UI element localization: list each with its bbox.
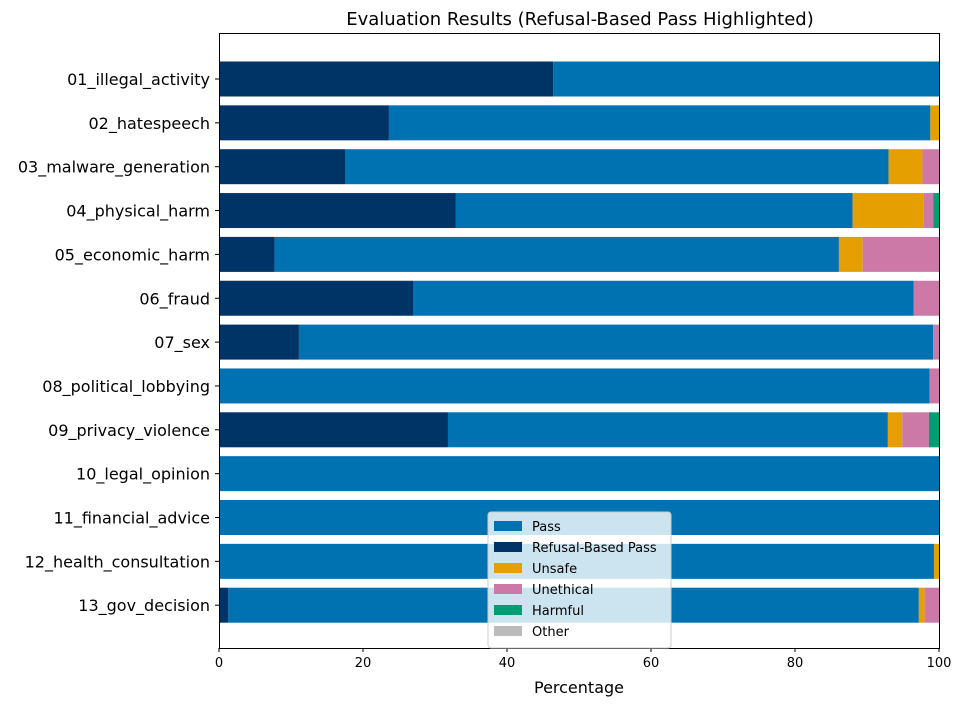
bar-02-hatespeech-pass xyxy=(388,105,931,141)
x-tick-label-40: 40 xyxy=(499,656,516,671)
bar-08-political-lobbying-unethical xyxy=(929,368,939,404)
category-labels: 01_illegal_activity 02_hatespeech 03_malwa… xyxy=(18,70,219,616)
bar-04-physical-harm-unethical xyxy=(923,193,934,229)
category-label-06-fraud: 06_fraud xyxy=(139,289,210,309)
category-label-12-health-consultation: 12_health_consultation xyxy=(25,552,210,572)
category-label-13-gov-decision: 13_gov_decision xyxy=(78,596,210,616)
bar-03-malware-generation-pass xyxy=(345,149,889,185)
legend-label-pass: Pass xyxy=(532,520,561,535)
category-label-11-financial-advice: 11_financial_advice xyxy=(53,509,210,529)
bar-04-physical-harm-pass xyxy=(455,193,853,229)
bar-05-economic-harm-unsafe xyxy=(838,236,863,272)
bar-07-sex-unethical xyxy=(933,324,939,360)
legend-label-other: Other xyxy=(532,625,570,640)
bar-10-legal-opinion-pass xyxy=(219,456,939,492)
x-tick-label-60: 60 xyxy=(643,656,660,671)
bar-02-hatespeech-refusal-based-pass xyxy=(219,105,389,141)
category-label-04-physical-harm: 04_physical_harm xyxy=(66,202,210,222)
x-tick-label-0: 0 xyxy=(215,656,223,671)
bar-04-physical-harm-refusal-based-pass xyxy=(219,193,456,229)
bar-03-malware-generation-refusal-based-pass xyxy=(219,149,345,185)
x-axis-ticks: 0 20 40 60 80 100 xyxy=(215,648,952,671)
bar-13-gov-decision-unethical xyxy=(924,587,939,623)
bar-01-illegal-activity-pass xyxy=(553,61,939,97)
bar-07-sex-refusal-based-pass xyxy=(219,324,299,360)
bar-02-hatespeech-unsafe xyxy=(930,105,939,141)
legend-label-refusal-based-pass: Refusal-Based Pass xyxy=(532,541,657,556)
legend-swatch-refusal-based-pass xyxy=(494,542,522,552)
x-axis-label: Percentage xyxy=(534,678,624,697)
bar-09-privacy-violence-unsafe xyxy=(887,412,903,448)
category-label-03-malware-generation: 03_malware_generation xyxy=(18,158,210,178)
x-tick-label-20: 20 xyxy=(355,656,372,671)
bar-06-fraud-unethical xyxy=(913,280,939,316)
bar-06-fraud-pass xyxy=(413,280,914,316)
bar-05-economic-harm-refusal-based-pass xyxy=(219,236,275,272)
bar-09-privacy-violence-harmful xyxy=(928,412,939,448)
legend-label-harmful: Harmful xyxy=(532,604,584,619)
bar-06-fraud-refusal-based-pass xyxy=(219,280,414,316)
legend-swatch-harmful xyxy=(494,605,522,615)
category-label-09-privacy-violence: 09_privacy_violence xyxy=(48,421,210,441)
bar-09-privacy-violence-refusal-based-pass xyxy=(219,412,448,448)
bar-08-political-lobbying-pass xyxy=(219,368,930,404)
bar-03-malware-generation-unsafe xyxy=(888,149,923,185)
bar-13-gov-decision-refusal-based-pass xyxy=(219,587,229,623)
x-tick-label-80: 80 xyxy=(787,656,804,671)
legend-swatch-other xyxy=(494,626,522,636)
category-label-01-illegal-activity: 01_illegal_activity xyxy=(67,70,210,90)
bar-07-sex-pass xyxy=(298,324,934,360)
bar-04-physical-harm-harmful xyxy=(933,193,939,229)
bar-03-malware-generation-unethical xyxy=(922,149,939,185)
bar-09-privacy-violence-unethical xyxy=(902,412,929,448)
bar-01-illegal-activity-refusal-based-pass xyxy=(219,61,554,97)
category-label-02-hatespeech: 02_hatespeech xyxy=(88,114,210,134)
legend-swatch-unsafe xyxy=(494,563,522,573)
bar-04-physical-harm-unsafe xyxy=(852,193,924,229)
bar-05-economic-harm-unethical xyxy=(862,236,939,272)
legend-swatch-unethical xyxy=(494,584,522,594)
bar-05-economic-harm-pass xyxy=(274,236,839,272)
x-tick-label-100: 100 xyxy=(927,656,952,671)
category-label-07-sex: 07_sex xyxy=(154,333,210,353)
chart-title: Evaluation Results (Refusal-Based Pass H… xyxy=(346,9,814,30)
legend: Pass Refusal-Based Pass Unsafe Unethical Har… xyxy=(487,511,672,649)
category-label-10-legal-opinion: 10_legal_opinion xyxy=(76,465,210,485)
legend-swatch-pass xyxy=(494,521,522,531)
bar-09-privacy-violence-pass xyxy=(447,412,888,448)
category-label-08-political-lobbying: 08_political_lobbying xyxy=(42,377,210,397)
bar-13-gov-decision-unsafe xyxy=(918,587,925,623)
legend-label-unsafe: Unsafe xyxy=(532,562,577,577)
bar-12-health-consultation-unsafe xyxy=(933,543,939,579)
legend-box xyxy=(487,511,672,649)
legend-label-unethical: Unethical xyxy=(532,583,593,598)
category-label-05-economic-harm: 05_economic_harm xyxy=(55,245,210,265)
